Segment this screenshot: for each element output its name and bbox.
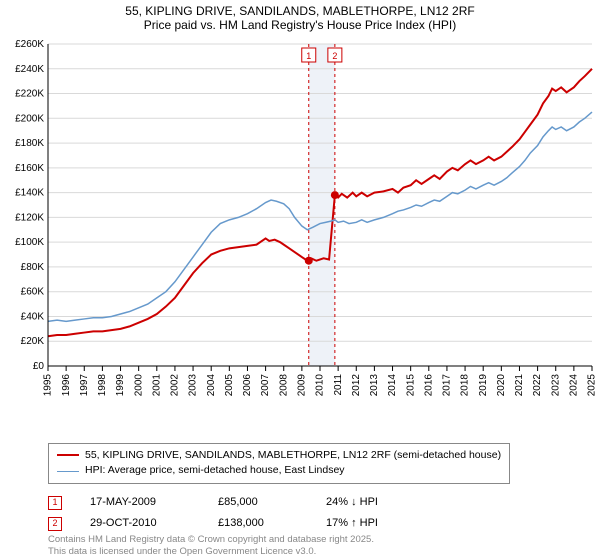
legend-row: HPI: Average price, semi-detached house,…: [57, 463, 501, 479]
svg-text:2007: 2007: [260, 374, 271, 397]
svg-text:2023: 2023: [550, 374, 561, 397]
svg-text:2015: 2015: [405, 374, 416, 397]
svg-text:2000: 2000: [133, 374, 144, 397]
attribution-line2: This data is licensed under the Open Gov…: [48, 546, 374, 558]
svg-text:2013: 2013: [369, 374, 380, 397]
svg-text:2008: 2008: [278, 374, 289, 397]
title-address: 55, KIPLING DRIVE, SANDILANDS, MABLETHOR…: [0, 4, 600, 18]
svg-text:£60K: £60K: [21, 287, 45, 298]
svg-text:2014: 2014: [387, 374, 398, 397]
svg-text:2017: 2017: [442, 374, 453, 397]
svg-text:2: 2: [332, 51, 337, 61]
legend-swatch: [57, 471, 79, 472]
svg-text:2009: 2009: [297, 374, 308, 397]
svg-text:£200K: £200K: [15, 113, 44, 124]
svg-text:1995: 1995: [43, 374, 54, 397]
svg-text:2012: 2012: [351, 374, 362, 397]
event-diff: 17% ↑ HPI: [326, 513, 426, 534]
svg-text:2004: 2004: [206, 374, 217, 397]
svg-text:1: 1: [306, 51, 311, 61]
svg-text:2025: 2025: [587, 374, 598, 397]
svg-text:2010: 2010: [315, 374, 326, 397]
title-subtitle: Price paid vs. HM Land Registry's House …: [0, 18, 600, 32]
chart-title: 55, KIPLING DRIVE, SANDILANDS, MABLETHOR…: [0, 0, 600, 34]
svg-text:1999: 1999: [115, 374, 126, 397]
svg-text:2022: 2022: [532, 374, 543, 397]
svg-text:2006: 2006: [242, 374, 253, 397]
event-marker: 2: [48, 517, 62, 531]
svg-text:£0: £0: [33, 361, 45, 372]
events-table: 1 17-MAY-2009 £85,000 24% ↓ HPI 2 29-OCT-2010…: [48, 492, 426, 534]
chart-area: £0 £20K £40K £60K £80K £100K £120K £140K £160K £1…: [0, 34, 600, 424]
attribution: Contains HM Land Registry data © Crown c…: [48, 534, 374, 558]
legend-label: 55, KIPLING DRIVE, SANDILANDS, MABLETHOR…: [85, 448, 501, 464]
line-chart-svg: £0 £20K £40K £60K £80K £100K £120K £140K £160K £1…: [0, 34, 600, 424]
event-marker: 1: [48, 496, 62, 510]
svg-text:2002: 2002: [170, 374, 181, 397]
legend-swatch: [57, 454, 79, 456]
svg-text:2001: 2001: [151, 374, 162, 397]
svg-text:2021: 2021: [514, 374, 525, 397]
svg-text:1996: 1996: [61, 374, 72, 397]
svg-text:£180K: £180K: [15, 138, 44, 149]
legend: 55, KIPLING DRIVE, SANDILANDS, MABLETHOR…: [48, 443, 510, 485]
svg-text:2003: 2003: [188, 374, 199, 397]
svg-text:2020: 2020: [496, 374, 507, 397]
svg-text:£120K: £120K: [15, 212, 44, 223]
event-row: 2 29-OCT-2010 £138,000 17% ↑ HPI: [48, 513, 426, 534]
legend-label: HPI: Average price, semi-detached house,…: [85, 463, 345, 479]
svg-text:£240K: £240K: [15, 64, 44, 75]
svg-text:1998: 1998: [97, 374, 108, 397]
event-row: 1 17-MAY-2009 £85,000 24% ↓ HPI: [48, 492, 426, 513]
svg-text:£220K: £220K: [15, 89, 44, 100]
legend-row: 55, KIPLING DRIVE, SANDILANDS, MABLETHOR…: [57, 448, 501, 464]
event-diff: 24% ↓ HPI: [326, 492, 426, 513]
event-date: 29-OCT-2010: [90, 513, 190, 534]
svg-text:2024: 2024: [569, 374, 580, 397]
svg-text:£40K: £40K: [21, 311, 45, 322]
svg-text:2011: 2011: [333, 374, 344, 396]
svg-text:£80K: £80K: [21, 262, 45, 273]
attribution-line1: Contains HM Land Registry data © Crown c…: [48, 534, 374, 546]
event-price: £138,000: [218, 513, 298, 534]
event-price: £85,000: [218, 492, 298, 513]
svg-text:£260K: £260K: [15, 39, 44, 50]
svg-text:2005: 2005: [224, 374, 235, 397]
svg-text:2018: 2018: [460, 374, 471, 397]
svg-text:2016: 2016: [423, 374, 434, 397]
svg-text:£140K: £140K: [15, 188, 44, 199]
svg-text:£160K: £160K: [15, 163, 44, 174]
svg-text:1997: 1997: [79, 374, 90, 397]
event-date: 17-MAY-2009: [90, 492, 190, 513]
svg-text:£20K: £20K: [21, 336, 45, 347]
svg-text:2019: 2019: [478, 374, 489, 397]
svg-text:£100K: £100K: [15, 237, 44, 248]
